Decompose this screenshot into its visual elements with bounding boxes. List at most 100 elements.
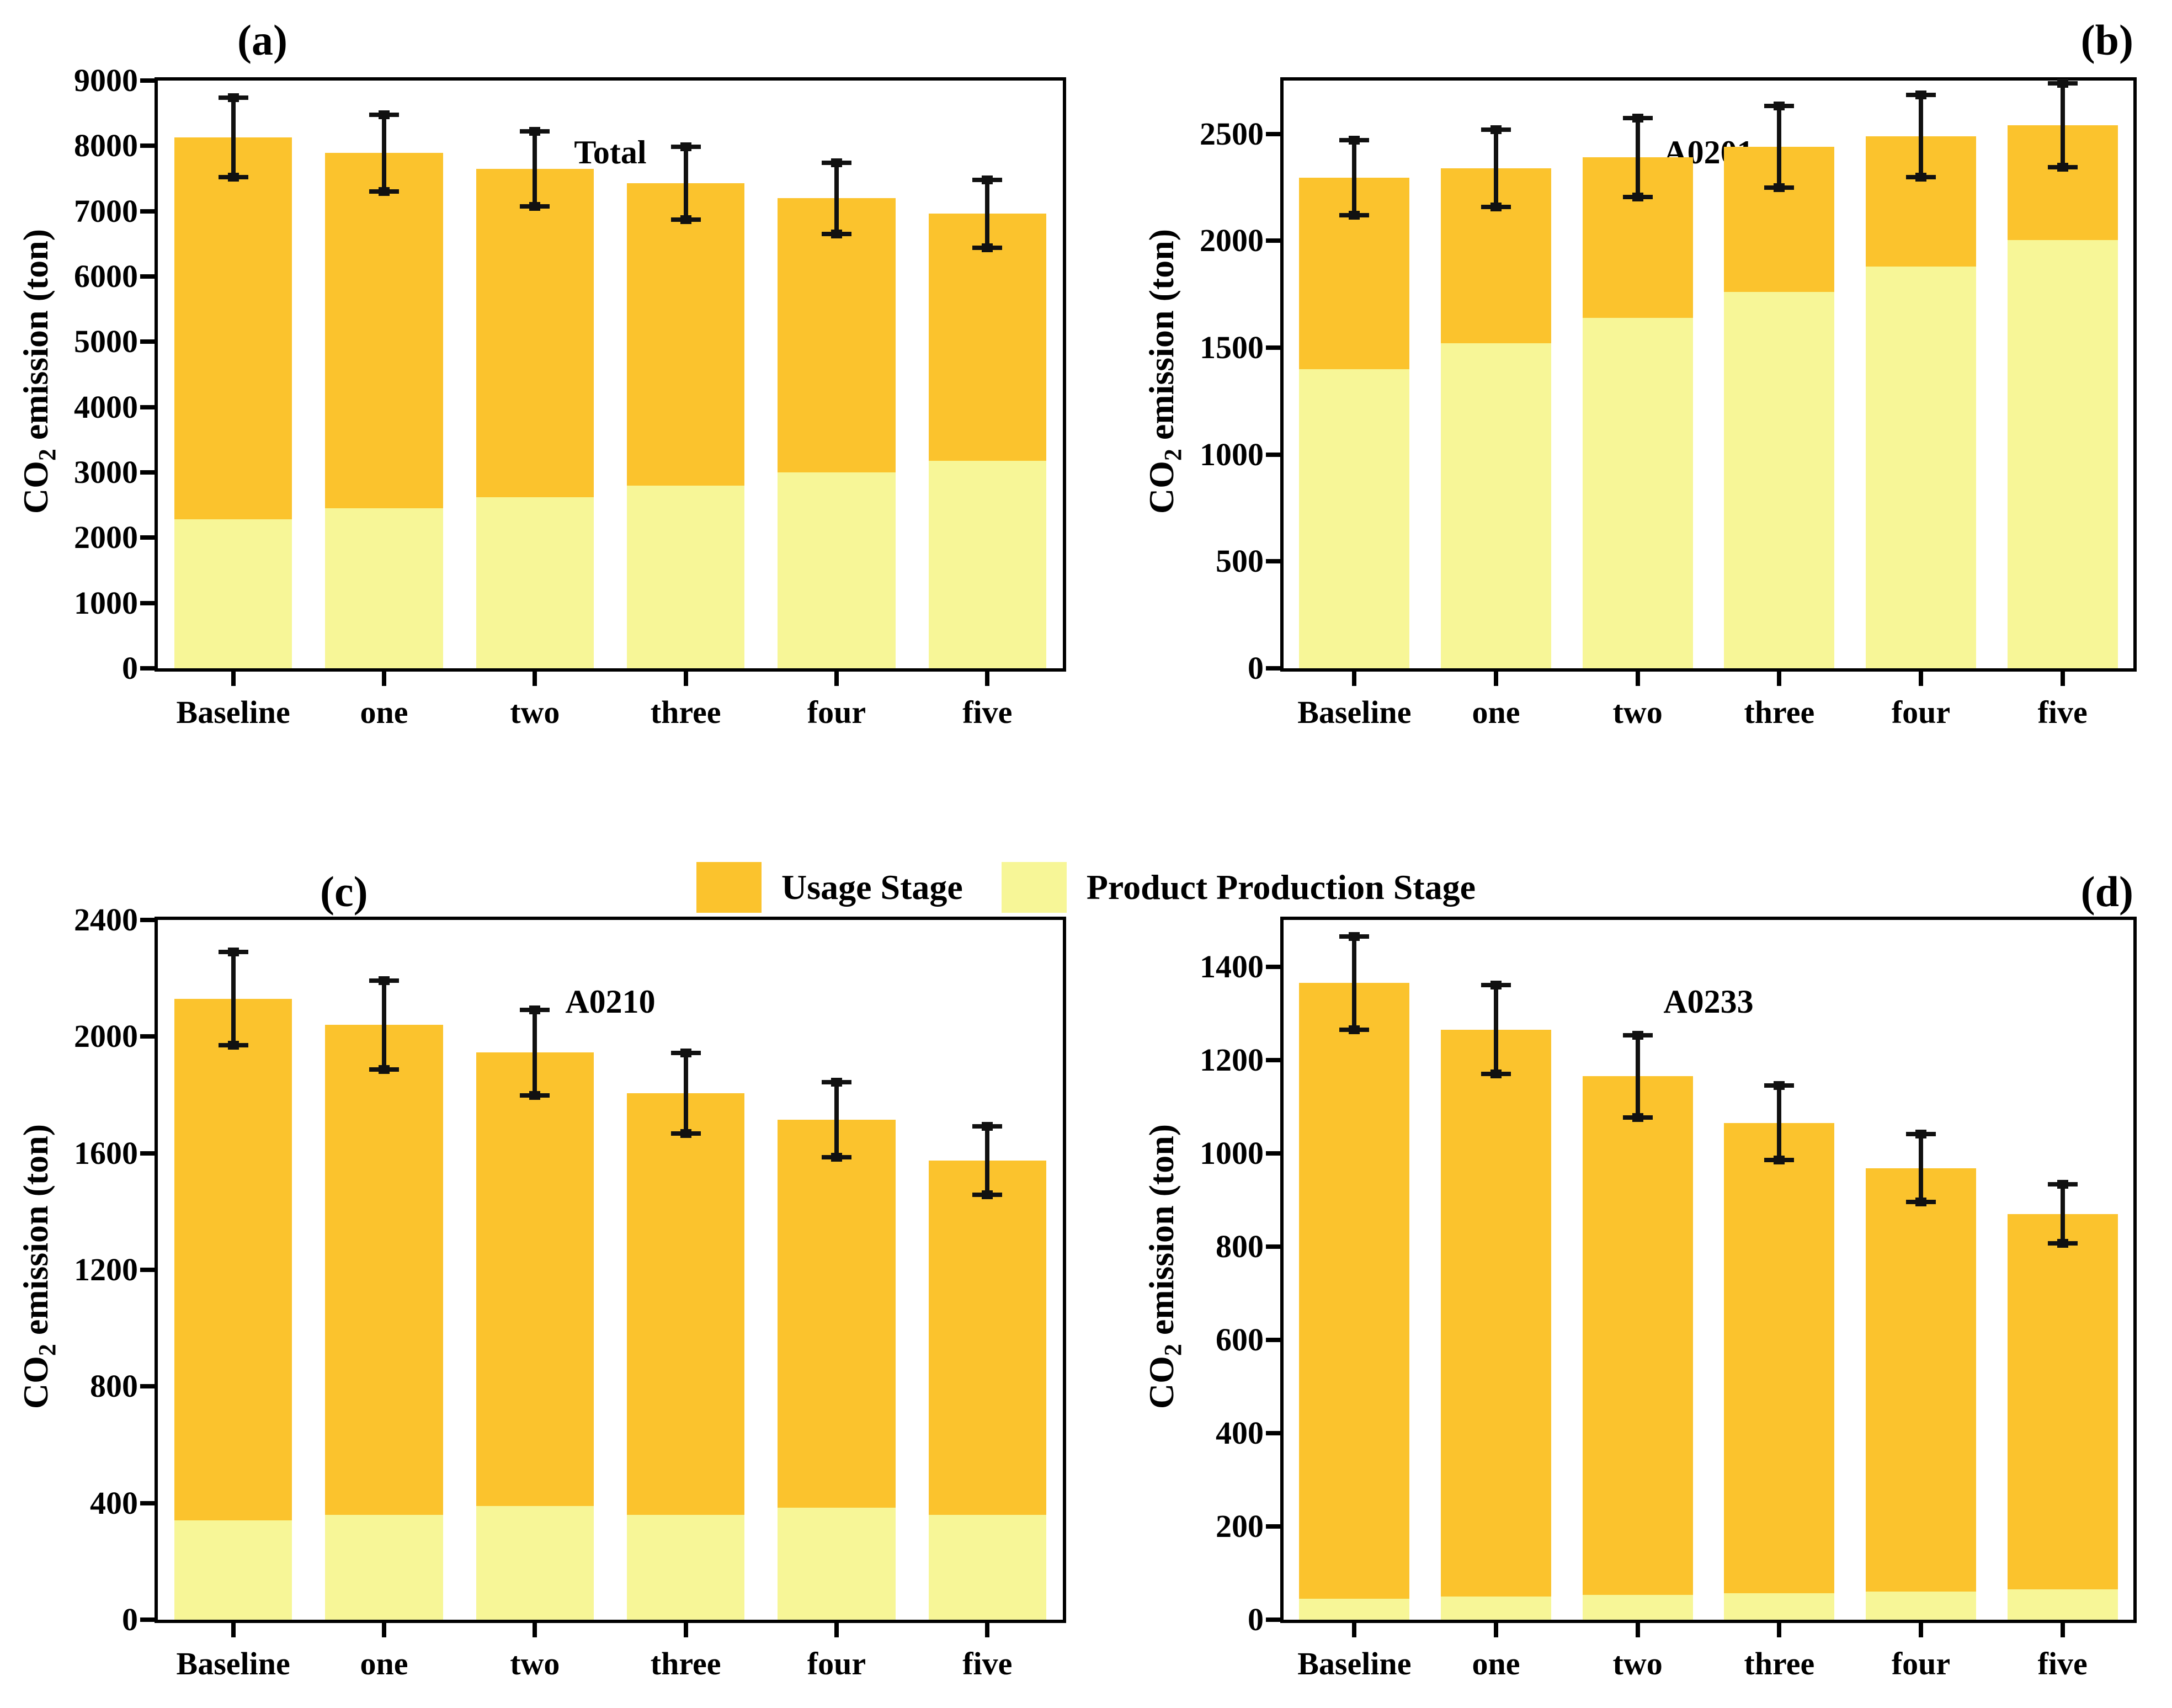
panel-letter-c: (c) — [320, 868, 368, 916]
error-bar-line — [533, 1010, 537, 1095]
bar-production-segment — [1724, 292, 1835, 668]
bar-usage-segment — [778, 1119, 896, 1508]
error-bar-marker — [1490, 125, 1502, 135]
bar-usage-segment — [627, 183, 745, 486]
error-bar-marker — [982, 243, 993, 252]
x-category-label: three — [1744, 694, 1815, 730]
y-tick-mark — [1266, 964, 1282, 969]
x-tick-mark — [1919, 1623, 1923, 1637]
error-bar-marker — [1632, 193, 1643, 202]
y-tick-mark — [1266, 666, 1282, 671]
error-bar-marker — [1915, 173, 1926, 182]
y-tick-label: 9000 — [74, 62, 138, 98]
x-category-label: four — [807, 1646, 866, 1682]
legend-label-usage: Usage Stage — [781, 868, 963, 907]
panel-total: (a) CO2 emission (ton) Total 0 1000 2000 30… — [0, 0, 1086, 852]
bar-usage-segment — [627, 1093, 745, 1515]
bar-production-segment — [1724, 1593, 1835, 1620]
error-bar-line — [1352, 936, 1357, 1030]
error-bar-marker — [1490, 981, 1502, 990]
y-tick-label: 400 — [90, 1484, 138, 1521]
error-bar-marker — [529, 1005, 541, 1015]
x-tick-mark — [231, 672, 236, 686]
error-bar-line — [985, 179, 990, 248]
y-axis-label-sub: 2 — [33, 1344, 61, 1356]
legend-item-usage: Usage Stage — [696, 862, 963, 913]
x-tick-mark — [683, 1623, 688, 1637]
x-category-label: two — [1612, 1646, 1663, 1682]
y-tick-label: 800 — [1216, 1228, 1264, 1264]
bar-production-segment — [928, 1514, 1046, 1620]
error-bar-marker — [1915, 1130, 1926, 1139]
bar-production-segment — [325, 1514, 443, 1620]
panel-a0210: (c) CO2 emission (ton) A0210 0 400 800 1200… — [0, 852, 1086, 1703]
error-bar-marker — [2057, 1180, 2068, 1189]
y-tick-label: 2500 — [1200, 115, 1264, 152]
bar-usage-segment — [1299, 983, 1410, 1599]
y-tick-mark — [140, 470, 157, 475]
y-tick-label: 0 — [122, 1601, 138, 1637]
y-tick-mark — [140, 405, 157, 409]
error-bar-marker — [1349, 1025, 1360, 1034]
error-bar-marker — [680, 1049, 691, 1058]
y-tick-label: 6000 — [74, 258, 138, 294]
y-tick-mark — [140, 1268, 157, 1272]
error-bar-line — [834, 1082, 839, 1157]
x-category-label: three — [1744, 1646, 1815, 1682]
error-bar-marker — [379, 110, 390, 119]
error-bar-line — [683, 146, 688, 220]
bar-usage-segment — [1724, 1122, 1835, 1593]
bar-production-segment — [325, 508, 443, 668]
y-tick-mark — [140, 600, 157, 605]
error-bar-marker — [1632, 1030, 1643, 1040]
bar-usage-segment — [325, 1025, 443, 1515]
x-category-label: four — [1891, 694, 1951, 730]
y-tick-mark — [140, 274, 157, 279]
error-bar-marker — [379, 1065, 390, 1074]
error-bar-marker — [680, 1129, 691, 1138]
error-bar-line — [382, 114, 386, 192]
bar-usage-segment — [476, 168, 594, 497]
y-tick-label: 8000 — [74, 127, 138, 164]
error-bar-marker — [2057, 163, 2068, 172]
y-tick-mark — [140, 535, 157, 540]
error-bar-line — [683, 1053, 688, 1134]
x-tick-mark — [985, 1623, 990, 1637]
bar-usage-segment — [325, 153, 443, 509]
bar-usage-segment — [778, 198, 896, 472]
error-bar-marker — [1915, 90, 1926, 99]
x-category-label: Baseline — [1297, 694, 1412, 730]
bar-usage-segment — [928, 1160, 1046, 1515]
error-bar-marker — [227, 93, 239, 102]
y-tick-label: 0 — [1248, 1601, 1264, 1637]
x-category-label: Baseline — [176, 694, 290, 730]
x-category-label: five — [2037, 1646, 2088, 1682]
bar-production-segment — [1865, 1592, 1977, 1620]
y-tick-label: 1200 — [1200, 1041, 1264, 1078]
y-tick-mark — [140, 1384, 157, 1389]
x-category-label: Baseline — [176, 1646, 290, 1682]
bar-production-segment — [174, 519, 292, 668]
y-tick-mark — [1266, 1151, 1282, 1156]
x-tick-mark — [382, 672, 386, 686]
error-bar-line — [985, 1126, 990, 1195]
error-bar-marker — [529, 1090, 541, 1100]
error-bar-marker — [227, 173, 239, 182]
bar-production-segment — [1440, 1596, 1552, 1620]
chart-title-total: Total — [574, 134, 647, 171]
x-category-label: four — [1891, 1646, 1951, 1682]
x-category-label: two — [510, 1646, 560, 1682]
error-bar-marker — [1490, 202, 1502, 211]
error-bar-marker — [680, 142, 691, 151]
panel-a0233: (d) CO2 emission (ton) A0233 0 200 400 600 8… — [1086, 852, 2172, 1703]
x-category-label: three — [650, 694, 721, 730]
bar-production-segment — [1299, 1598, 1410, 1620]
error-bar-marker — [2057, 1238, 2068, 1248]
x-tick-mark — [533, 1623, 537, 1637]
bar-usage-segment — [1440, 1029, 1552, 1597]
bar-production-segment — [174, 1520, 292, 1620]
error-bar-line — [1494, 130, 1498, 207]
y-tick-mark — [1266, 345, 1282, 350]
error-bar-line — [1777, 1086, 1782, 1161]
bar-production-segment — [778, 1507, 896, 1620]
